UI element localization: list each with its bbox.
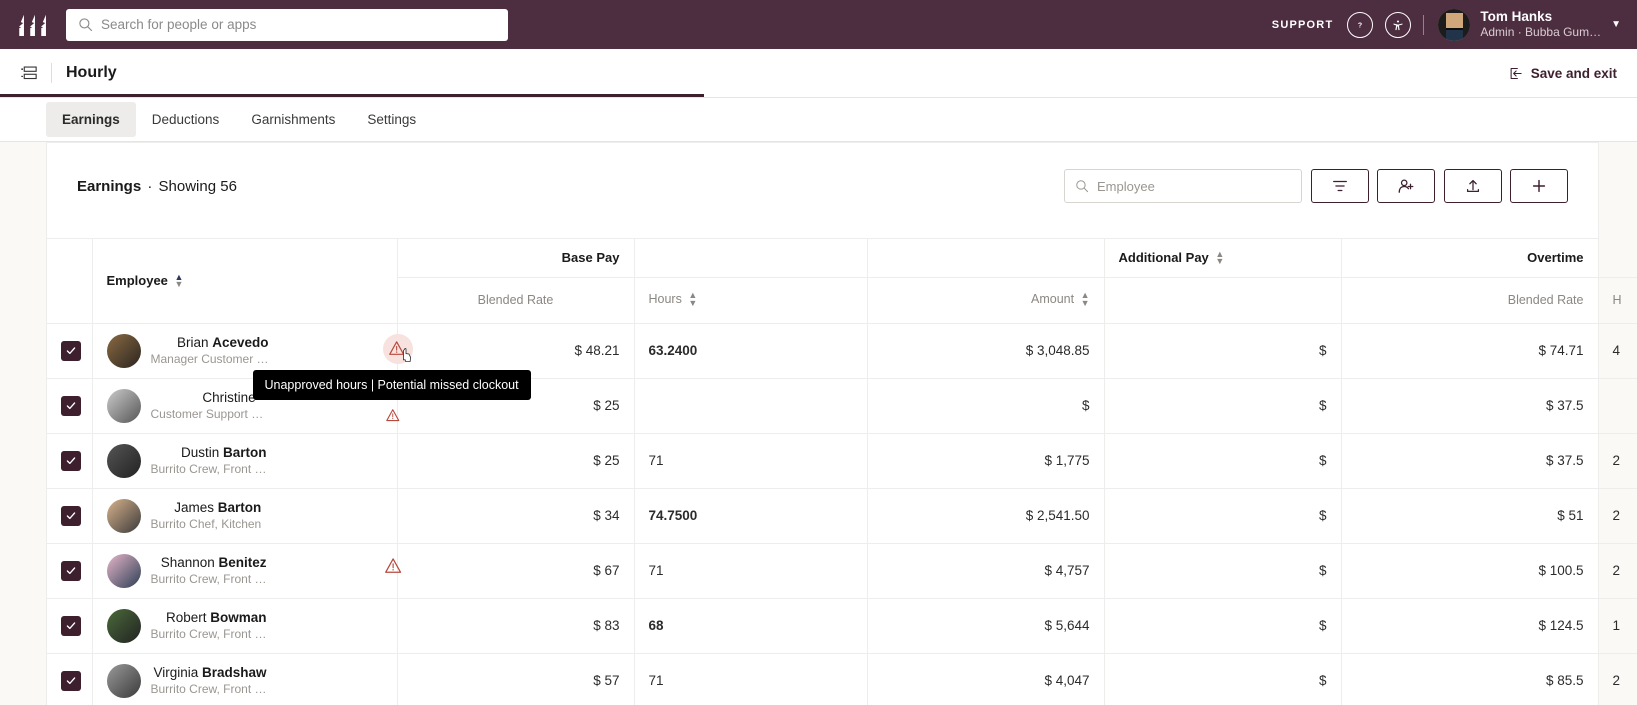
svg-text:?: ?: [1358, 22, 1362, 29]
